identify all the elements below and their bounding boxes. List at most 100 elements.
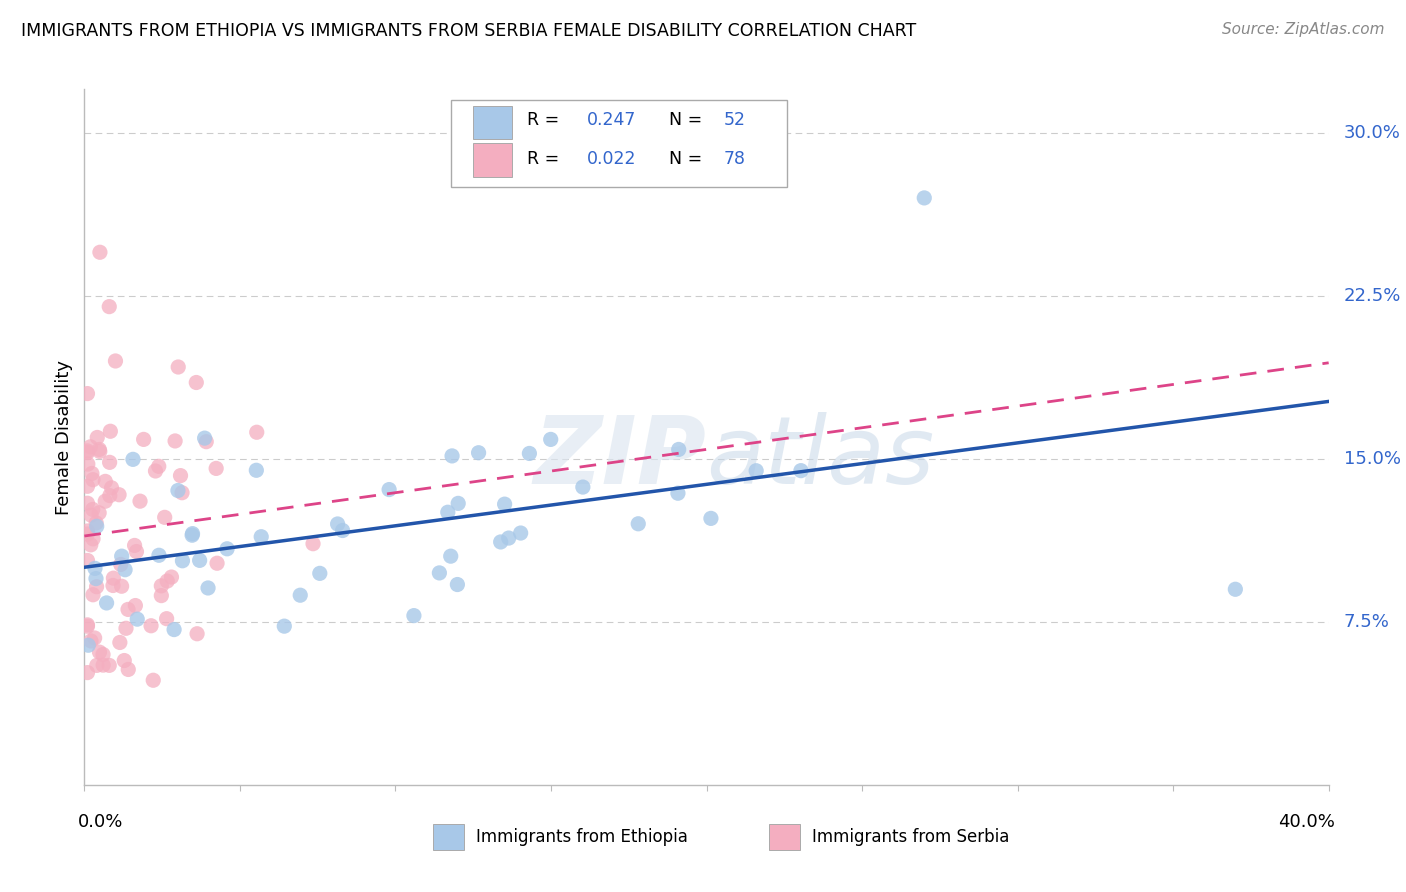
Point (108, 635, 131, 649)
Text: 0.247: 0.247 (588, 111, 637, 129)
Point (82, 473, 104, 487)
Point (627, 516, 650, 531)
Point (447, 496, 470, 510)
Point (103, 571, 125, 585)
FancyBboxPatch shape (451, 100, 787, 186)
Point (167, 483, 190, 498)
Point (114, 563, 136, 577)
Point (112, 654, 135, 668)
Point (142, 673, 165, 688)
Point (790, 464, 813, 478)
Point (540, 433, 562, 447)
Point (1225, 582, 1247, 597)
Point (489, 535, 512, 549)
Point (132, 433, 155, 447)
Point (332, 524, 354, 538)
Point (76, 457, 98, 471)
Point (290, 588, 312, 602)
Point (79, 440, 101, 454)
Point (148, 459, 170, 474)
Text: N =: N = (658, 150, 707, 168)
Text: 78: 78 (724, 150, 747, 168)
Point (94, 475, 117, 489)
Point (76, 479, 98, 493)
Point (437, 505, 460, 519)
Point (124, 599, 146, 613)
Point (519, 446, 541, 460)
Point (150, 589, 173, 603)
Point (84, 516, 107, 530)
Point (700, 511, 723, 525)
Point (76, 496, 98, 510)
Point (194, 431, 217, 445)
Point (160, 570, 183, 584)
Point (129, 494, 152, 508)
Point (91, 658, 114, 673)
Point (170, 485, 193, 500)
Point (205, 556, 228, 570)
Point (127, 612, 149, 626)
Point (89, 444, 111, 458)
Point (326, 516, 349, 531)
Point (100, 481, 122, 495)
Text: 30.0%: 30.0% (1344, 124, 1400, 142)
Point (76, 665, 98, 680)
Point (76, 445, 98, 459)
Point (145, 464, 167, 478)
Point (80, 538, 103, 552)
Point (98, 658, 121, 673)
Point (89, 645, 111, 659)
Point (440, 549, 463, 564)
Point (76, 618, 98, 632)
Point (124, 538, 146, 552)
Point (745, 464, 768, 478)
Point (378, 483, 401, 497)
Point (98, 455, 121, 469)
Point (96, 596, 118, 610)
Point (186, 376, 208, 390)
Point (308, 566, 330, 581)
Text: Immigrants from Ethiopia: Immigrants from Ethiopia (477, 828, 688, 847)
Point (156, 574, 179, 588)
Point (101, 578, 124, 592)
Point (77, 638, 100, 652)
Text: IMMIGRANTS FROM ETHIOPIA VS IMMIGRANTS FROM SERBIA FEMALE DISABILITY CORRELATION: IMMIGRANTS FROM ETHIOPIA VS IMMIGRANTS F… (21, 22, 917, 40)
Y-axis label: Female Disability: Female Disability (55, 359, 73, 515)
Point (89, 506, 111, 520)
Bar (472, 106, 512, 139)
Point (441, 449, 464, 463)
Point (76, 553, 98, 567)
Point (402, 608, 425, 623)
Point (82, 502, 104, 516)
Point (94, 494, 117, 508)
Point (91, 648, 114, 662)
Point (165, 434, 187, 448)
Point (186, 626, 208, 640)
Point (98, 489, 121, 503)
Point (245, 463, 267, 477)
Point (80, 467, 103, 481)
Point (139, 619, 162, 633)
Point (98, 424, 121, 438)
Point (169, 468, 191, 483)
Text: 0.022: 0.022 (588, 150, 637, 168)
Point (172, 554, 194, 568)
Text: 22.5%: 22.5% (1344, 286, 1400, 305)
Point (509, 526, 531, 541)
Point (115, 621, 138, 635)
Point (111, 549, 134, 563)
Point (86, 658, 108, 673)
Point (273, 619, 295, 633)
Point (188, 553, 211, 567)
Bar (433, 824, 464, 850)
Point (302, 537, 325, 551)
Point (83, 631, 105, 645)
Text: 52: 52 (724, 111, 747, 129)
Point (76, 524, 98, 538)
Point (84, 572, 107, 586)
Point (82, 532, 104, 546)
Text: atlas: atlas (707, 412, 935, 503)
Point (153, 510, 176, 524)
Point (429, 566, 451, 580)
Point (148, 549, 170, 563)
